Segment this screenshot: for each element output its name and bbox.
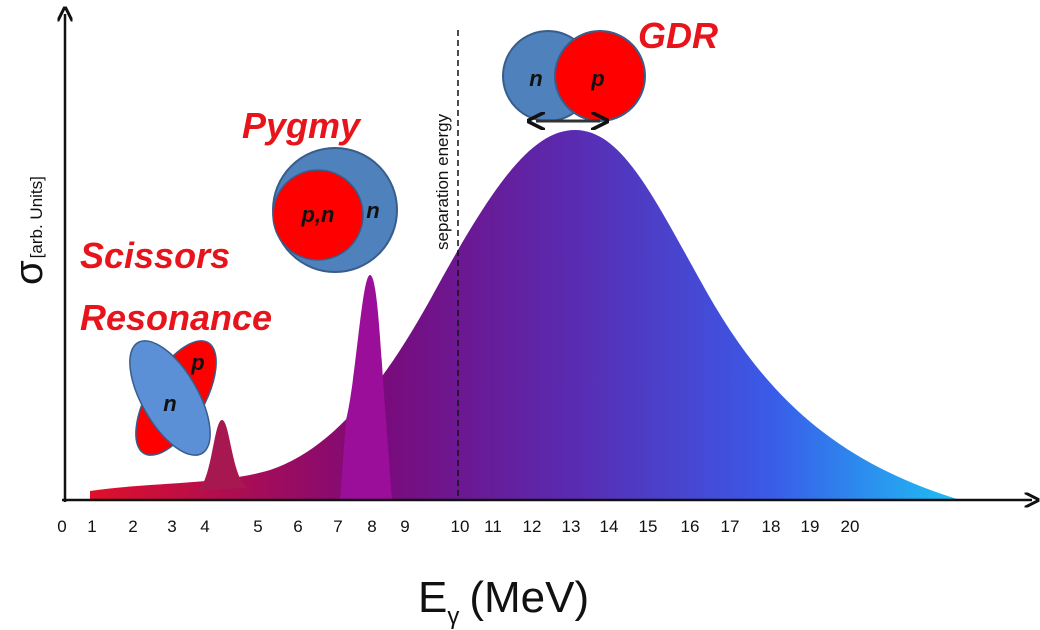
nucleon: p,n — [301, 202, 335, 227]
x-tick-label: 1 — [87, 517, 96, 536]
y-axis-label: σ [arb. Units] — [7, 176, 51, 285]
gdr-label: GDR — [638, 15, 718, 56]
x-tick-label: 13 — [562, 517, 581, 536]
separation-label: separation energy — [433, 113, 452, 250]
x-tick-label: 16 — [681, 517, 700, 536]
x-tick-label: 15 — [639, 517, 658, 536]
x-tick-label: 4 — [200, 517, 209, 536]
x-tick-label: 3 — [167, 517, 176, 536]
x-tick-label: 5 — [253, 517, 262, 536]
x-tick-label: 10 — [451, 517, 470, 536]
gdr-curve — [90, 130, 960, 500]
x-tick-label: 19 — [801, 517, 820, 536]
nucleon: p — [190, 350, 204, 375]
x-tick-label: 18 — [762, 517, 781, 536]
pygmy-icon: p,n n — [272, 147, 398, 273]
x-axis-label: Eγ (MeV) — [418, 573, 589, 630]
y-symbol: σ — [7, 260, 51, 285]
scissors-icon: p n — [129, 340, 217, 456]
x-tick-label: 6 — [293, 517, 302, 536]
x-unit: (MeV) — [469, 573, 589, 622]
x-tick-label: 12 — [523, 517, 542, 536]
x-subscript: γ — [447, 603, 459, 630]
x-tick-label: 9 — [400, 517, 409, 536]
nucleon: n — [529, 66, 542, 91]
x-tick-label: 0 — [57, 517, 66, 536]
scissors-peak — [198, 420, 248, 490]
nucleon: p — [590, 66, 604, 91]
x-tick-label: 11 — [484, 517, 502, 536]
gdr-icon: n p — [502, 30, 646, 121]
scissors-label: Scissors — [80, 235, 230, 276]
x-tick-label: 17 — [721, 517, 740, 536]
nucleon: n — [163, 391, 176, 416]
x-tick-label: 7 — [333, 517, 342, 536]
x-tick-label: 20 — [841, 517, 860, 536]
resonance-label: Resonance — [80, 297, 272, 338]
x-symbol: E — [418, 573, 447, 622]
x-tick-label: 2 — [128, 517, 137, 536]
pygmy-peak — [340, 275, 392, 500]
nucleon: n — [366, 198, 379, 223]
pygmy-label: Pygmy — [242, 105, 362, 146]
x-tick-label: 14 — [600, 517, 619, 536]
y-subscript: [arb. Units] — [27, 176, 46, 258]
x-tick-label: 8 — [367, 517, 376, 536]
